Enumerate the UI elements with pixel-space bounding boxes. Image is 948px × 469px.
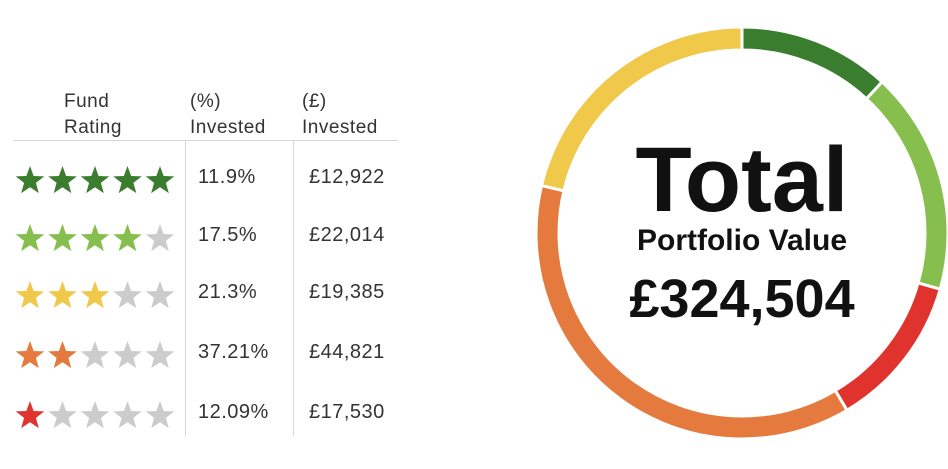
star-filled-icon [48, 166, 77, 194]
fund-rating-table: Fund Rating (%) Invested (£) Invested 11… [0, 0, 420, 469]
star-rating [15, 399, 180, 431]
star-filled-icon [113, 166, 142, 194]
header-fund-rating: Fund Rating [64, 91, 122, 138]
donut-slice [740, 25, 885, 101]
amount-invested: £44,821 [309, 341, 385, 363]
table-row: 12.09% £17,530 [0, 385, 420, 441]
star-filled-icon [80, 224, 110, 252]
star-filled-icon [80, 166, 110, 194]
star-filled-icon [15, 401, 45, 429]
portfolio-donut-chart: Total Portfolio Value £324,504 [534, 25, 948, 441]
star-empty-icon [145, 341, 175, 369]
percent-invested: 11.9% [198, 166, 256, 188]
column-divider [293, 140, 294, 436]
star-empty-icon [80, 401, 110, 429]
donut-slice [539, 25, 744, 193]
star-filled-icon [80, 281, 110, 309]
star-rating [15, 222, 180, 254]
header-divider [14, 140, 398, 141]
star-empty-icon [113, 281, 142, 309]
table-row: 11.9% £12,922 [0, 150, 420, 206]
center-value: £324,504 [629, 269, 855, 329]
center-title: Total [635, 129, 849, 231]
table-row: 17.5% £22,014 [0, 208, 420, 264]
table-row: 21.3% £19,385 [0, 265, 420, 321]
star-filled-icon [48, 341, 77, 369]
star-filled-icon [15, 341, 45, 369]
percent-invested: 21.3% [198, 281, 258, 303]
star-filled-icon [15, 166, 45, 194]
percent-invested: 12.09% [198, 401, 269, 423]
star-empty-icon [145, 401, 175, 429]
header-amount-invested: (£) Invested [302, 91, 378, 138]
star-filled-icon [145, 166, 175, 194]
star-empty-icon [145, 281, 175, 309]
star-empty-icon [80, 341, 110, 369]
amount-invested: £17,530 [309, 401, 385, 423]
star-filled-icon [15, 281, 45, 309]
star-rating [15, 279, 180, 311]
amount-invested: £22,014 [309, 224, 385, 246]
center-subtitle: Portfolio Value [636, 224, 848, 257]
star-filled-icon [48, 224, 77, 252]
star-rating [15, 339, 180, 371]
star-filled-icon [113, 224, 142, 252]
amount-invested: £12,922 [309, 166, 385, 188]
amount-invested: £19,385 [309, 281, 385, 303]
percent-invested: 37.21% [198, 341, 269, 363]
donut-svg [534, 25, 948, 441]
star-empty-icon [113, 401, 142, 429]
percent-invested: 17.5% [198, 224, 258, 246]
star-filled-icon [48, 281, 77, 309]
star-empty-icon [113, 341, 142, 369]
header-percent-invested: (%) Invested [190, 91, 266, 138]
table-row: 37.21% £44,821 [0, 325, 420, 381]
star-filled-icon [15, 224, 45, 252]
star-empty-icon [48, 401, 77, 429]
column-divider [185, 140, 186, 436]
star-empty-icon [145, 224, 175, 252]
star-rating [15, 164, 180, 196]
